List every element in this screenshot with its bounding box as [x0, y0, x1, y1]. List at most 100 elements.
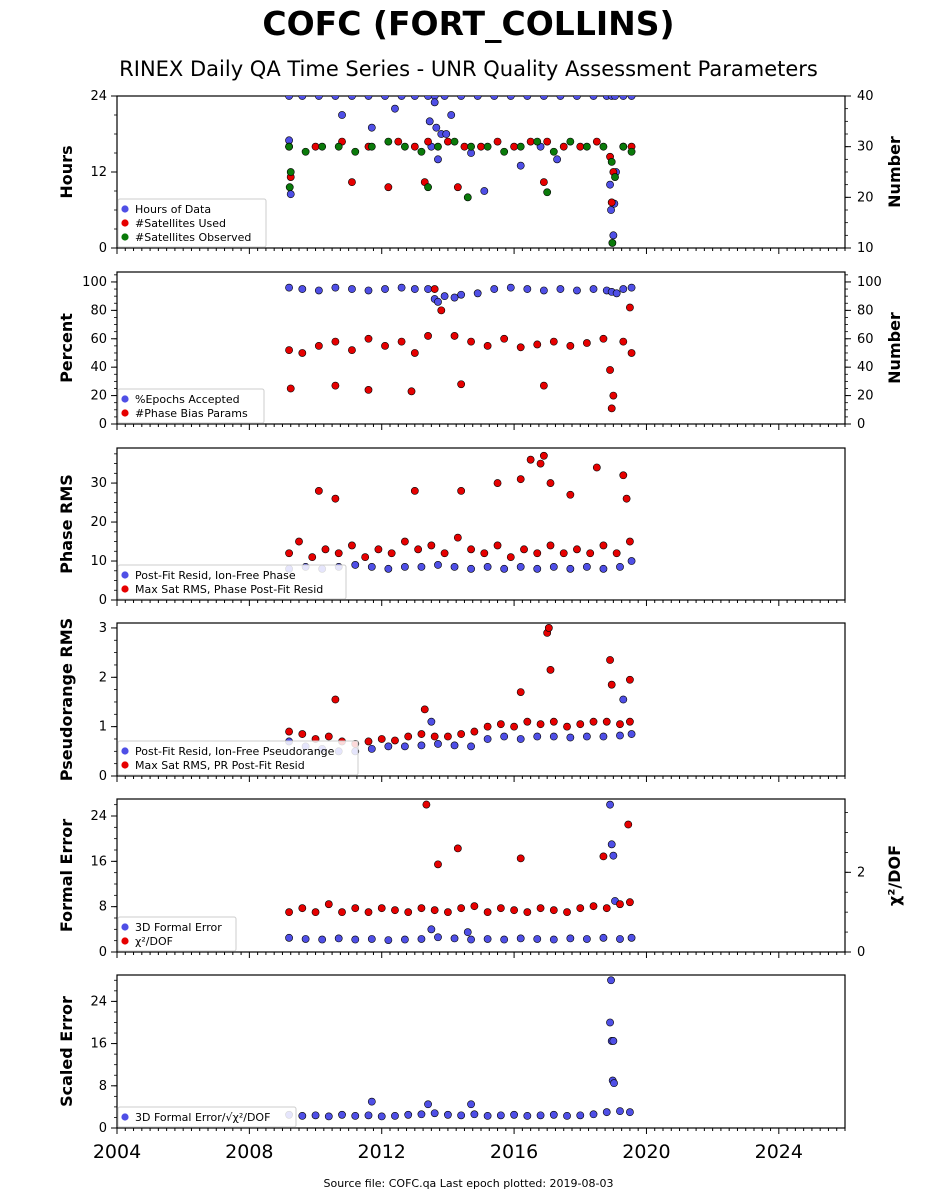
legend-marker — [121, 1113, 129, 1121]
data-point — [546, 541, 555, 550]
data-point — [301, 935, 310, 943]
data-point — [582, 339, 591, 347]
data-point — [559, 549, 568, 558]
data-point — [367, 744, 376, 753]
data-point — [364, 1111, 373, 1120]
data-point — [430, 98, 439, 107]
y-right-tick-label: 30 — [857, 140, 874, 155]
y-axis-label: Scaled Error — [57, 996, 76, 1107]
data-point — [566, 137, 575, 146]
data-point — [424, 285, 432, 293]
data-point — [563, 1111, 571, 1120]
data-point — [599, 541, 608, 550]
y-tick-label: 0 — [99, 945, 107, 960]
data-point — [318, 142, 327, 151]
data-point — [576, 1111, 585, 1120]
data-point — [607, 198, 616, 207]
data-point — [622, 494, 631, 503]
data-point — [285, 549, 293, 558]
data-point — [549, 906, 558, 915]
data-point — [533, 137, 542, 146]
data-point — [384, 183, 393, 192]
data-point — [450, 934, 459, 943]
legend-label: 3D Formal Error/√χ²/DOF — [135, 1111, 270, 1124]
legend-marker — [121, 747, 129, 755]
data-point — [351, 1111, 360, 1120]
data-point — [447, 111, 456, 119]
data-point — [351, 147, 360, 156]
data-point — [619, 471, 628, 480]
data-point — [543, 137, 552, 146]
data-point — [626, 717, 634, 726]
series-1 — [285, 976, 634, 1121]
y-tick-label: 8 — [99, 1079, 107, 1094]
data-point — [496, 720, 505, 729]
legend-box — [117, 1106, 297, 1128]
data-point — [599, 334, 608, 343]
y-tick-label: 3 — [99, 621, 107, 636]
data-point — [546, 479, 555, 487]
data-point — [510, 906, 518, 915]
data-point — [483, 562, 492, 571]
data-point — [400, 537, 409, 546]
y-tick-label: 80 — [90, 303, 107, 318]
data-point — [295, 537, 303, 546]
data-point — [516, 735, 525, 743]
data-point — [606, 180, 614, 189]
data-point — [348, 346, 356, 355]
data-point — [556, 285, 565, 293]
data-point — [563, 722, 571, 731]
y-tick-label: 0 — [99, 769, 107, 784]
data-point — [397, 96, 406, 100]
y-tick-label: 60 — [90, 332, 107, 347]
data-point — [367, 123, 376, 132]
x-tick-label: 2004 — [93, 1141, 141, 1163]
data-layer — [285, 624, 636, 756]
data-point — [616, 720, 624, 729]
data-point — [457, 290, 466, 299]
data-point — [470, 902, 479, 911]
data-point — [616, 900, 624, 909]
data-point — [285, 346, 293, 355]
data-point — [391, 906, 399, 915]
data-point — [434, 740, 442, 748]
data-point — [523, 285, 532, 293]
data-point — [589, 1110, 598, 1119]
data-point — [627, 730, 636, 738]
legend-marker — [121, 219, 129, 227]
data-point — [536, 720, 545, 729]
y-right-tick-label: 40 — [857, 360, 874, 375]
data-point — [425, 117, 434, 126]
data-point — [626, 303, 634, 312]
data-point — [523, 908, 532, 917]
data-point — [607, 840, 616, 849]
data-point — [549, 717, 558, 726]
data-point — [626, 537, 634, 546]
legend-label: Post-Fit Resid, Ion-Free Pseudorange — [135, 745, 335, 758]
y-tick-label: 0 — [99, 417, 107, 432]
data-point — [414, 545, 423, 554]
data-point — [285, 933, 293, 942]
data-point — [311, 908, 320, 917]
data-point — [582, 562, 591, 571]
data-point — [324, 1112, 333, 1121]
y-axis-label: Phase RMS — [57, 474, 76, 574]
y-tick-label: 24 — [90, 994, 107, 1009]
data-point — [627, 96, 636, 100]
data-point — [367, 1097, 376, 1106]
data-point — [400, 562, 409, 571]
y-tick-label: 100 — [82, 275, 107, 290]
legend-label: %Epochs Accepted — [135, 393, 240, 406]
data-point — [599, 933, 608, 942]
data-point — [483, 735, 492, 743]
panel-6: 0 8 16 24 Scaled Error 2004 2008 2012 2016 2020 20… — [57, 974, 846, 1163]
data-point — [434, 142, 442, 151]
data-point — [444, 732, 452, 741]
data-point — [602, 717, 611, 726]
data-point — [338, 1110, 346, 1119]
data-point — [523, 96, 532, 100]
data-point — [607, 976, 615, 985]
legend-label: Post-Fit Resid, Ion-Free Phase — [135, 569, 296, 582]
data-point — [424, 332, 432, 340]
